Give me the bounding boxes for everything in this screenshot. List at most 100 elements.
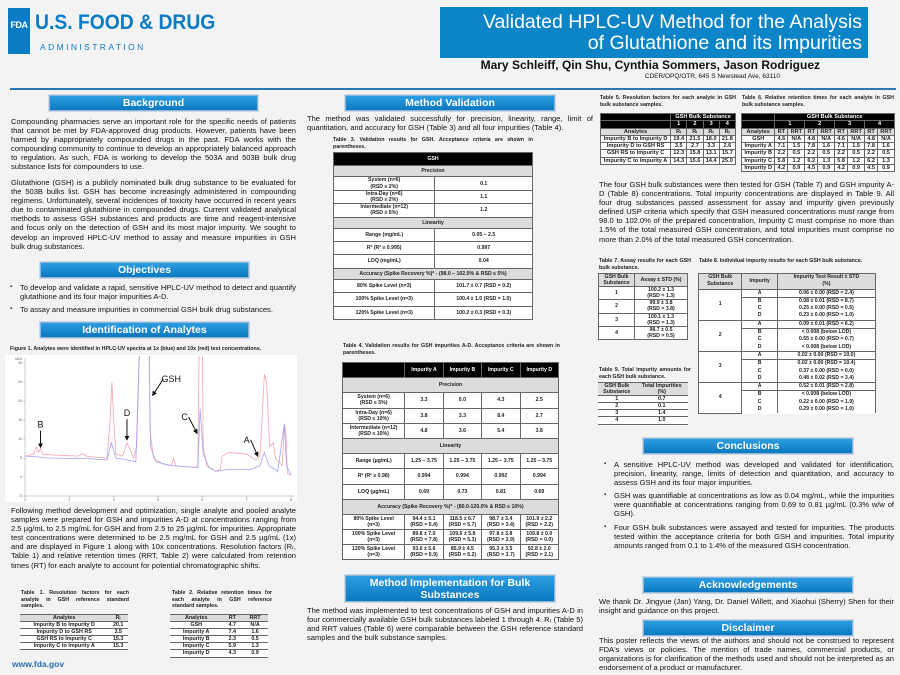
table-cell: C bbox=[741, 305, 778, 313]
table-header-row: Analytes RT RRT RT RRT RT RRT RT RRT bbox=[740, 127, 895, 136]
table-cell: 14.4 bbox=[702, 156, 720, 166]
table-cell: 1.6 bbox=[877, 142, 895, 151]
table-row: Impurity C to Impurity A 15.3 bbox=[20, 642, 128, 651]
table-cell: 1.3 bbox=[242, 642, 268, 651]
table-cell: 5.4 bbox=[481, 422, 521, 439]
table-row: System (n=6) (RSD ≤ 5%) 3.3 0.0 4.3 2.5 bbox=[341, 392, 560, 409]
table-cell: Precision bbox=[342, 377, 559, 394]
table-cell: 0.5 bbox=[847, 149, 866, 158]
table-cell: 5.9 bbox=[222, 642, 243, 651]
table-cell: 6.2 bbox=[864, 156, 879, 166]
table-cell: 4.8 bbox=[864, 134, 879, 144]
table-cell: 100.4 ± 1.0 (RSD = 1.0) bbox=[434, 292, 533, 307]
table-cell: 7.8 bbox=[804, 142, 819, 151]
table-row: Intra-Day (n=6) (RSD ≤ 2%) 1.1 bbox=[332, 189, 533, 205]
table-row: Linearity bbox=[342, 437, 559, 455]
table-cell: 0.5 bbox=[787, 149, 806, 158]
x-tick-label: 4 bbox=[113, 498, 115, 502]
table-cell: 109.8 ± 0.0 (RSD = 0.0) bbox=[519, 529, 560, 546]
conclusions-heading: Conclusions bbox=[643, 438, 853, 454]
table-cell: N/A bbox=[242, 621, 268, 630]
table-cell: A bbox=[741, 319, 778, 330]
table-row: GSH RS to Impurity C 12.3 15.8 13.1 15.7 bbox=[599, 149, 737, 158]
table-cell: Rᵣ bbox=[108, 613, 128, 623]
table-9-caption: Table 9. Total impurity amounts for each… bbox=[599, 367, 691, 380]
table-cell: 1.25 – 3.75 bbox=[442, 453, 483, 470]
table-cell: 95.3 ± 3.5 (RSD = 3.7) bbox=[481, 544, 521, 561]
table-cell: Intra-Day (n=6) (RSD ≤ 2%) bbox=[332, 189, 436, 205]
table-cell: 93.6 ± 5.6 (RSD = 5.9) bbox=[404, 544, 444, 561]
table-cell: Impurity B to Impurity D bbox=[20, 621, 109, 630]
table-cell: 3 bbox=[598, 409, 636, 418]
table-cell: 109.5 ± 5.8 (RSD = 5.3) bbox=[442, 529, 483, 546]
table-cell: 25.0 bbox=[718, 156, 737, 166]
table-cell: Rᵣ bbox=[702, 127, 720, 136]
table-cell bbox=[341, 361, 406, 379]
table-cell: 0.5 bbox=[877, 149, 895, 158]
title-line-1: Validated HPLC-UV Method for the Analysi… bbox=[483, 11, 862, 33]
table-cell: 0.9 bbox=[787, 164, 806, 173]
table-cell: RRT bbox=[817, 127, 836, 136]
table-cell: 0.994 bbox=[442, 468, 483, 485]
table-row: Impurity C 5.8 1.2 6.2 1.3 5.8 1.2 6.2 1.3 bbox=[740, 156, 895, 166]
table-cell: 4 bbox=[598, 416, 636, 425]
table-cell: 98.7 ± 0.5 (RSD = 0.5) bbox=[634, 325, 688, 340]
table-cell: 4 bbox=[864, 120, 895, 129]
table-7-caption: Table 7. Assay results for each GSH bulk… bbox=[599, 258, 691, 271]
table-cell: N/A bbox=[847, 134, 866, 144]
table-cell: Assay ± STD (%) bbox=[634, 272, 688, 288]
table-cell: 0.55 ± 0.00 (RSD = 0.7) bbox=[776, 336, 877, 344]
table-cell: 3 bbox=[597, 312, 636, 327]
table-1: Analytes Rᵣ Impurity B to Impurity D 20.1 Im… bbox=[20, 613, 128, 651]
table-cell: 5.8 bbox=[774, 156, 789, 166]
table-cell: 0.1 bbox=[635, 402, 688, 411]
table-cell: Linearity bbox=[342, 437, 559, 455]
table-cell: 0.48 ± 0.02 (RSD = 3.4) bbox=[776, 374, 877, 383]
table-row: 2 A 0.09 ± 0.01 (RSD = 6.2) bbox=[697, 319, 877, 352]
table-cell: 0.08 ± 0.01 (RSD = 8.7) bbox=[776, 297, 877, 306]
table-cell: D bbox=[741, 343, 778, 352]
table-cell: GSH Bulk Substance bbox=[670, 112, 736, 122]
disclaimer-text: This poster reflects the views of the au… bbox=[599, 636, 894, 673]
table-cell: N/A bbox=[877, 134, 895, 144]
table-cell: 0.992 bbox=[481, 468, 521, 485]
table-cell: 2 bbox=[598, 402, 636, 411]
y-tick-label: 30 bbox=[18, 361, 22, 365]
table-cell: 2.6 bbox=[718, 142, 737, 151]
y-tick-label: 15 bbox=[18, 418, 22, 422]
table-row: 1 100.2 ± 1.3 (RSD = 1.3) bbox=[597, 286, 688, 301]
table-cell: 0.29 ± 0.00 (RSD = 1.0) bbox=[776, 406, 877, 414]
peak-label-a: A bbox=[244, 435, 250, 445]
table-3-caption: Table 3. Validation results for GSH. Acc… bbox=[333, 137, 533, 150]
table-cell: Analytes bbox=[170, 613, 223, 623]
table-cell: 4.5 bbox=[864, 164, 879, 173]
table-cell: 4.3 bbox=[481, 392, 521, 409]
table-2-caption: Table 2. Relative retention times for ea… bbox=[172, 590, 272, 610]
header-divider bbox=[10, 88, 896, 90]
table-row: 120% Spike Level (n=3) 100.2 ± 0.3 (RSD =… bbox=[332, 305, 533, 320]
x-tick-label: 7 bbox=[246, 498, 248, 502]
table-cell: 100.2 ± 1.3 (RSD = 1.3) bbox=[634, 286, 688, 301]
fda-website-link[interactable]: www.fda.gov bbox=[12, 659, 65, 669]
table-cell: 1.5 bbox=[787, 142, 806, 151]
background-paragraph-1: Compounding pharmacies serve an importan… bbox=[11, 117, 296, 172]
table-cell: 3 bbox=[697, 350, 743, 384]
table-cell: 15.3 bbox=[108, 642, 128, 651]
table-cell: 5.8 bbox=[834, 156, 849, 166]
x-tick-label: 8 bbox=[290, 498, 292, 502]
table-cell: Intermediate (n=12) (RSD ≤ 5%) bbox=[332, 203, 436, 218]
table-cell: 0.5 bbox=[242, 635, 268, 644]
table-row: LOQ (mg/mL) 0.04 bbox=[332, 254, 533, 269]
table-row: GSH 4.7 N/A bbox=[170, 621, 268, 630]
table-row: Range (mg/mL) 0.05 – 2.5 bbox=[332, 227, 533, 242]
table-cell: RRT bbox=[847, 127, 866, 136]
table-cell: 3.6 bbox=[442, 422, 483, 439]
table-header-row: GSH Bulk Substance bbox=[740, 112, 895, 122]
table-cell: B bbox=[741, 390, 778, 399]
table-row: D < 0.008 (below LOD) bbox=[699, 343, 877, 352]
table-cell: RT bbox=[804, 127, 819, 136]
table-cell: 0.9 bbox=[817, 164, 836, 173]
table-row: D 0.48 ± 0.02 (RSD = 3.4) bbox=[699, 374, 877, 383]
table-row: Accuracy (Spike Recovery %)* - (80.0-120… bbox=[342, 498, 559, 515]
table-cell: 19.4 bbox=[670, 134, 688, 144]
